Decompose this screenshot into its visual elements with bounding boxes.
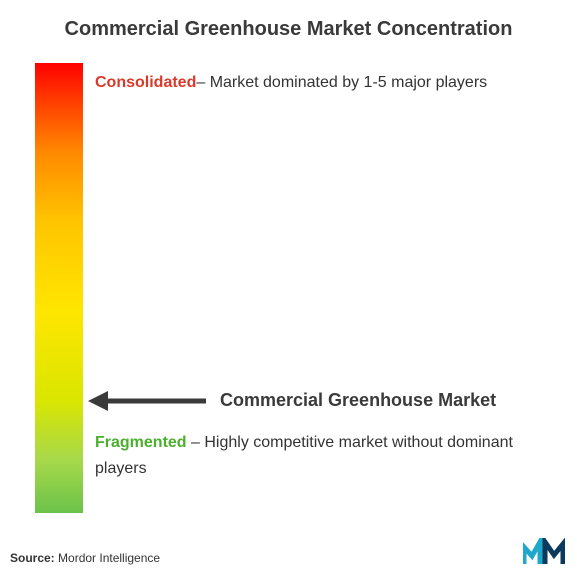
consolidated-label: Consolidated– Market dominated by 1-5 ma…	[95, 72, 557, 94]
market-pointer: Commercial Greenhouse Market	[88, 390, 496, 411]
source-label: Source:	[10, 551, 55, 565]
source-attribution: Source: Mordor Intelligence	[10, 551, 160, 565]
arrow-left-icon	[88, 391, 208, 411]
consolidated-highlight: Consolidated	[95, 74, 196, 91]
mordor-logo-icon	[523, 538, 565, 571]
arrow-head	[88, 391, 108, 411]
concentration-gradient-bar	[35, 63, 83, 513]
market-pointer-label: Commercial Greenhouse Market	[220, 390, 496, 411]
arrow-shaft	[106, 398, 206, 403]
consolidated-text: – Market dominated by 1-5 major players	[196, 74, 487, 91]
fragmented-label: Fragmented – Highly competitive market w…	[95, 430, 547, 481]
chart-title: Commercial Greenhouse Market Concentrati…	[0, 18, 577, 41]
source-value: Mordor Intelligence	[55, 551, 160, 565]
gradient-bar-svg	[35, 63, 83, 513]
fragmented-highlight: Fragmented	[95, 434, 187, 451]
